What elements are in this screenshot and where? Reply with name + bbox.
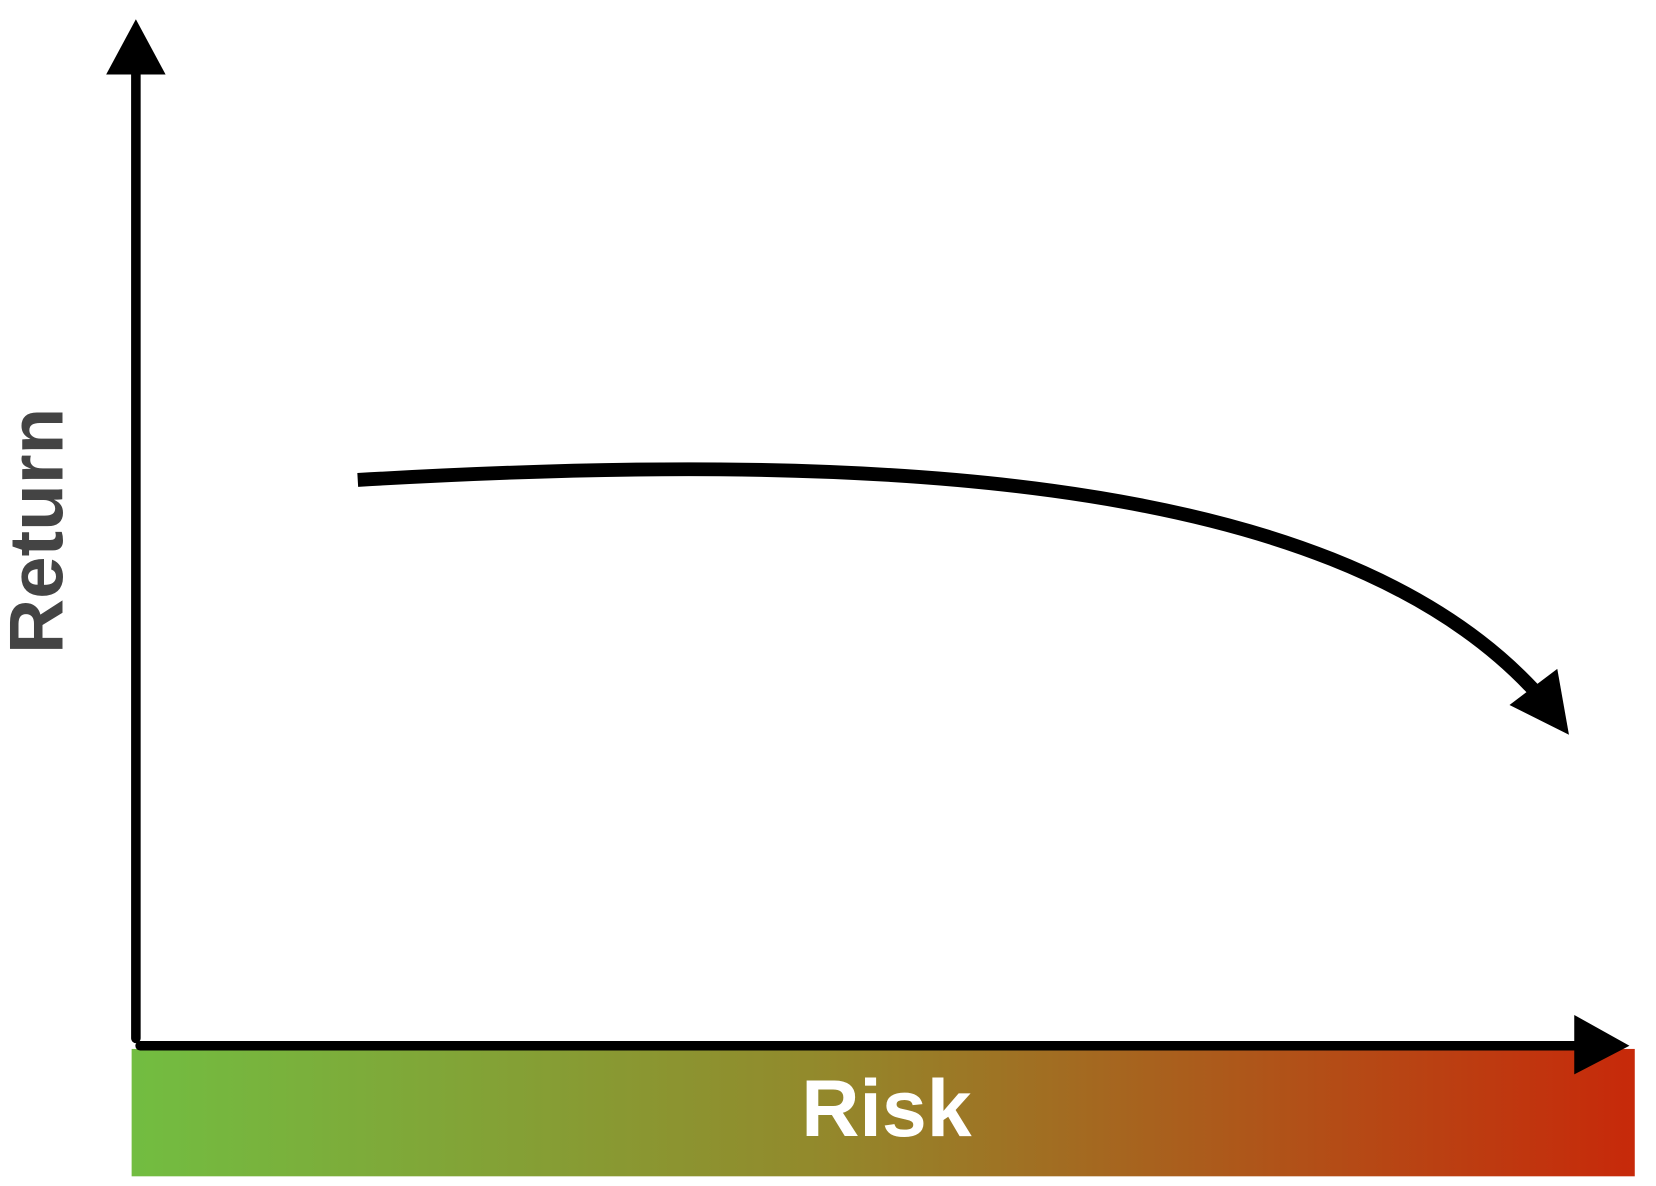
y-axis-label: Return (0, 408, 80, 654)
trend-arrowhead (1509, 668, 1569, 735)
x-axis-arrowhead (1574, 1014, 1630, 1075)
risk-gradient-bar (131, 1048, 1635, 1177)
y-axis-arrowhead (106, 19, 166, 75)
x-axis-label: Risk (801, 1064, 972, 1154)
trend-curve (357, 462, 1539, 695)
